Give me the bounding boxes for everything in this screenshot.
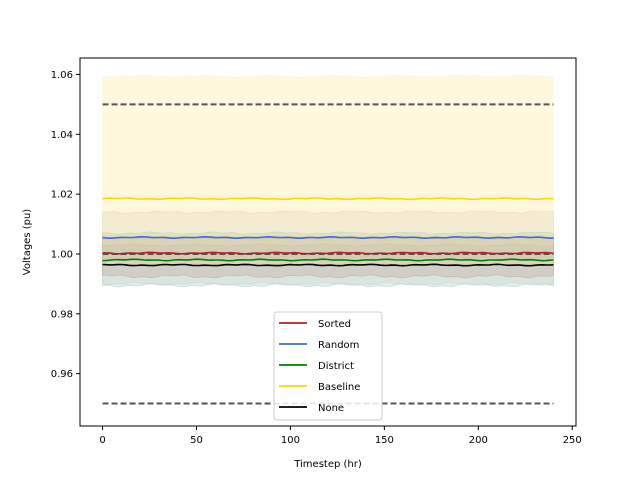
line-none: [102, 263, 554, 267]
confidence-bands: [102, 74, 554, 288]
x-tick-label: 100: [281, 435, 300, 446]
y-tick-label: 0.98: [51, 309, 73, 320]
line-random: [102, 235, 554, 240]
y-tick-label: 1.02: [51, 190, 73, 201]
legend-label-sorted: Sorted: [318, 319, 351, 330]
x-tick-label: 250: [563, 435, 582, 446]
legend-label-district: District: [318, 361, 354, 372]
x-tick-label: 200: [469, 435, 488, 446]
line-district: [102, 258, 554, 262]
legend-box: [273, 311, 383, 421]
series-lines: [102, 197, 554, 267]
y-axis-ticks: 0.96 0.98 1.00 1.02 1.04 1.06: [51, 70, 80, 380]
x-tick-label: 150: [375, 435, 394, 446]
legend-label-none: None: [318, 403, 344, 414]
line-sorted: [102, 251, 554, 255]
x-tick-label: 50: [190, 435, 203, 446]
y-tick-label: 1.04: [51, 130, 73, 141]
legend-label-baseline: Baseline: [318, 382, 360, 393]
y-tick-label: 0.96: [51, 369, 73, 380]
x-axis-ticks: 0 50 100 150 200 250: [99, 426, 582, 446]
legend: Sorted Random District Baseline None: [273, 311, 383, 421]
plot-frame: [79, 57, 577, 427]
x-axis-label: Timestep (hr): [293, 459, 362, 470]
x-tick-label: 0: [99, 435, 105, 446]
y-tick-label: 1.06: [51, 70, 73, 81]
y-axis-label: Voltages (pu): [22, 209, 33, 275]
y-tick-label: 1.00: [51, 249, 73, 260]
line-baseline: [102, 197, 554, 201]
band-baseline: [102, 74, 554, 268]
legend-label-random: Random: [318, 340, 359, 351]
